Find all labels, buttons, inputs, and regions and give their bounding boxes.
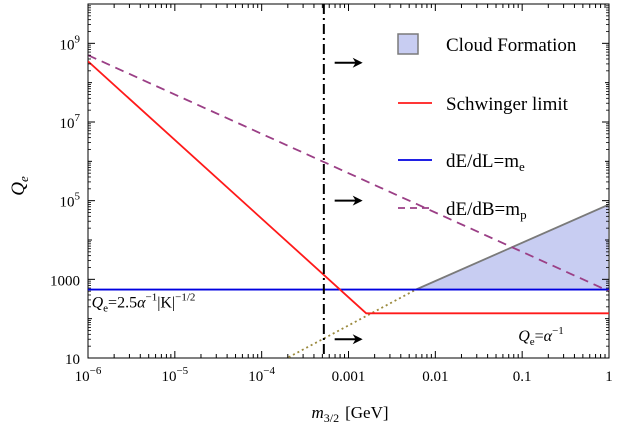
x-tick-label: 10−5 xyxy=(161,365,188,385)
x-axis-title: m3/2 [GeV] xyxy=(311,403,388,425)
y-axis-title-symbol: Q xyxy=(8,182,29,196)
series-dotted-extension-line xyxy=(285,288,417,358)
y-tick-label: 10 xyxy=(65,352,80,368)
arrow-head xyxy=(352,195,363,206)
plot-marks xyxy=(88,4,609,358)
legend-swatch-cloud-formation xyxy=(397,33,419,55)
legend-label-dEdB: dE/dB=mp xyxy=(446,199,527,222)
y-axis-title-subscript: e xyxy=(16,176,31,182)
x-tick-label: 1 xyxy=(605,369,613,385)
x-tick-label: 0.1 xyxy=(513,369,532,385)
x-tick-label: 0.01 xyxy=(422,369,448,385)
x-axis-title-subscript: 3/2 xyxy=(324,411,339,425)
right-arrow-icon xyxy=(334,57,363,68)
annotation-alpha-formula: Qe=α−1 xyxy=(518,325,564,348)
tick-labels: 10−6 10−5 10−4 0.001 0.01 0.1 1 10 1000 105 107 109 xyxy=(50,33,613,385)
x-axis-title-symbol: m xyxy=(311,403,323,422)
axis-ticks xyxy=(87,3,610,359)
legend-label-schwinger: Schwinger limit xyxy=(446,94,569,115)
legend: Cloud Formation Schwinger limit dE/dL=me dE… xyxy=(397,33,577,222)
y-tick-label: 109 xyxy=(60,33,81,53)
series-dEdB-line xyxy=(88,54,609,292)
y-tick-label: 107 xyxy=(60,112,81,132)
x-axis-title-unit: [GeV] xyxy=(345,403,388,422)
y-tick-label: 1000 xyxy=(50,273,80,289)
arrow-head xyxy=(352,334,363,345)
legend-label-dEdL: dE/dL=me xyxy=(446,151,525,174)
x-tick-label: 10−6 xyxy=(75,365,102,385)
y-tick-label: 105 xyxy=(60,191,81,211)
series-schwinger-line xyxy=(88,60,609,315)
right-arrow-icon xyxy=(334,195,363,206)
annotation-k-formula: Qe=2.5α−1|K|−1/2 xyxy=(92,292,196,315)
series-cloud-formation-edge xyxy=(415,203,609,291)
x-tick-label: 0.001 xyxy=(332,369,366,385)
legend-label-cloud-formation: Cloud Formation xyxy=(446,35,577,56)
right-arrow-icon xyxy=(334,334,363,345)
y-axis-title: Qe xyxy=(8,176,31,196)
arrow-head xyxy=(352,57,363,68)
x-tick-label: 10−4 xyxy=(248,365,275,385)
